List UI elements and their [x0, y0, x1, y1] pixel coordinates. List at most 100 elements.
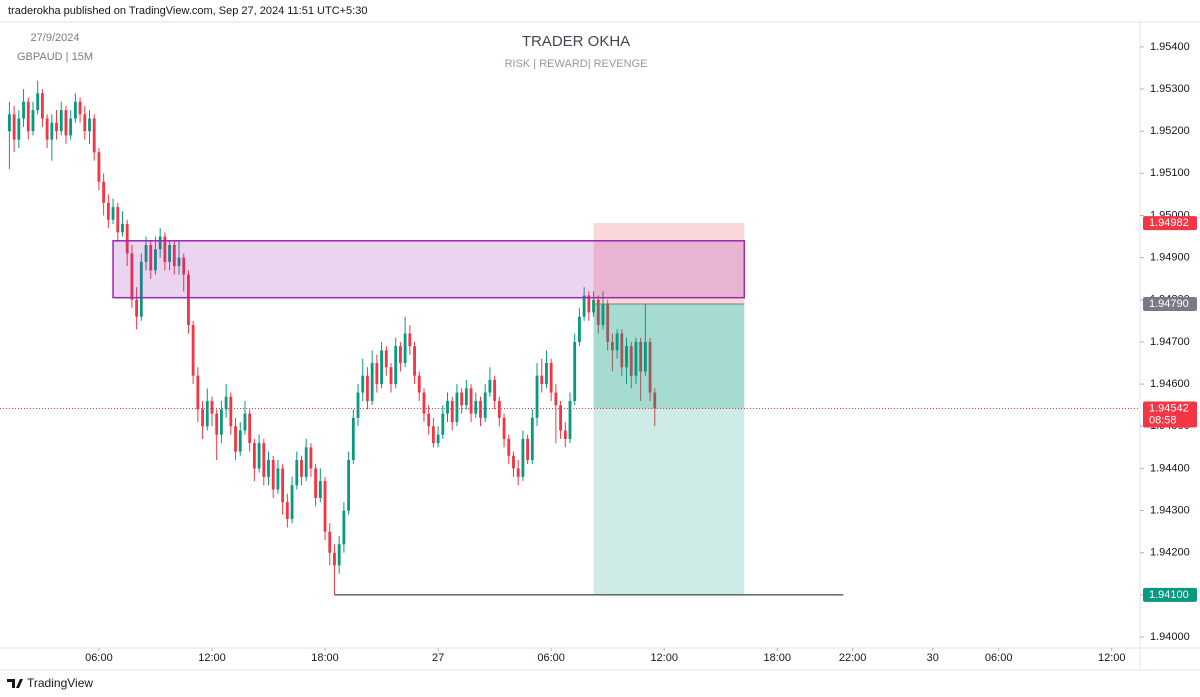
candle-body — [403, 333, 407, 364]
y-tick-label: 1.95400 — [1150, 41, 1190, 53]
candle-body — [248, 413, 252, 444]
candle-body — [455, 392, 459, 423]
candle-body — [399, 346, 402, 364]
candle-body — [554, 392, 558, 406]
x-tick-label: 06:00 — [85, 652, 113, 664]
candle-body — [323, 481, 327, 532]
candle-body — [436, 434, 440, 444]
candle-body — [620, 333, 624, 368]
candle-body — [285, 502, 289, 520]
candle-body — [610, 341, 614, 351]
y-tick-label: 1.94600 — [1150, 378, 1190, 390]
candle-body — [154, 249, 157, 271]
candle-body — [413, 346, 416, 376]
candle-body — [69, 118, 73, 136]
candle-body — [540, 375, 544, 385]
x-tick-label: 18:00 — [764, 652, 792, 664]
candle-body — [653, 392, 657, 409]
candle-body — [493, 379, 497, 401]
candle-body — [526, 438, 530, 460]
x-tick-label: 22:00 — [839, 652, 867, 664]
candle-body — [356, 392, 360, 418]
candle-body — [234, 426, 237, 452]
target-badge — [1143, 587, 1197, 602]
candle-body — [337, 544, 341, 566]
candle-body — [592, 299, 595, 313]
candle-body — [502, 417, 506, 439]
x-tick-label: 12:00 — [650, 652, 678, 664]
candle-body — [643, 341, 647, 372]
candle-body — [88, 118, 91, 132]
candle-body — [106, 202, 110, 220]
x-tick-label: 06:00 — [985, 652, 1013, 664]
candle-body — [427, 413, 431, 427]
candle-body — [144, 244, 148, 262]
candle-body — [168, 244, 171, 262]
candle-body — [281, 468, 285, 503]
candle-body — [488, 379, 492, 393]
candle-body — [196, 375, 200, 410]
candle-body — [370, 363, 374, 401]
candle-body — [22, 101, 25, 119]
candle-body — [64, 110, 68, 136]
candle-body — [530, 417, 534, 460]
candle-body — [648, 341, 652, 393]
candle-body — [172, 244, 176, 267]
chart-title: TRADER OKHA — [522, 33, 630, 50]
candle-body — [73, 101, 77, 119]
y-tick-label: 1.95300 — [1150, 83, 1190, 95]
candle-body — [596, 299, 600, 326]
stop-label: 1.94982 — [1149, 217, 1189, 229]
candle-body — [479, 400, 482, 418]
candle-body — [276, 468, 280, 490]
candle-body — [497, 400, 501, 418]
y-tick-label: 1.94900 — [1150, 252, 1190, 264]
candle-body — [625, 346, 628, 368]
candle-body — [375, 363, 379, 385]
candle-body — [116, 207, 120, 233]
candle-body — [578, 316, 581, 342]
candle-body — [177, 257, 181, 267]
candle-body — [394, 346, 398, 385]
candle-body — [431, 426, 435, 444]
last-price-label: 1.94542 — [1149, 402, 1189, 414]
x-tick-label: 27 — [432, 652, 444, 664]
target-label: 1.94100 — [1149, 589, 1189, 601]
candle-body — [559, 405, 562, 431]
stop-badge — [1143, 216, 1197, 231]
candle-body — [629, 346, 633, 376]
candle-body — [347, 459, 351, 511]
y-tick-label: 1.94400 — [1150, 462, 1190, 474]
last-price-badge — [1143, 401, 1197, 428]
candle-body — [102, 181, 106, 203]
candle-body — [380, 350, 383, 385]
candle-body — [333, 552, 336, 566]
candle-body — [417, 375, 421, 393]
candle-body — [587, 295, 591, 313]
candle-body — [31, 110, 35, 132]
candle-body — [121, 223, 124, 233]
candle-body — [615, 333, 619, 351]
candle-body — [314, 468, 318, 498]
y-tick-label: 1.94000 — [1150, 631, 1190, 643]
candle-body — [422, 392, 426, 414]
candle-body — [219, 409, 223, 435]
candle-body — [309, 447, 313, 469]
candle-body — [50, 122, 54, 140]
candle-body — [182, 257, 186, 275]
candle-body — [262, 443, 266, 477]
candle-body — [139, 261, 143, 317]
candle-body — [342, 510, 346, 545]
candle-body — [290, 485, 294, 520]
candle-body — [361, 375, 365, 393]
filled-zone — [593, 304, 745, 409]
candle-body — [464, 388, 468, 406]
candle-body — [469, 388, 473, 414]
candle-body — [125, 223, 129, 254]
candle-body — [111, 207, 115, 220]
candle-body — [205, 400, 209, 427]
candle-body — [446, 400, 449, 414]
candle-body — [215, 413, 219, 435]
candle-body — [568, 400, 572, 439]
